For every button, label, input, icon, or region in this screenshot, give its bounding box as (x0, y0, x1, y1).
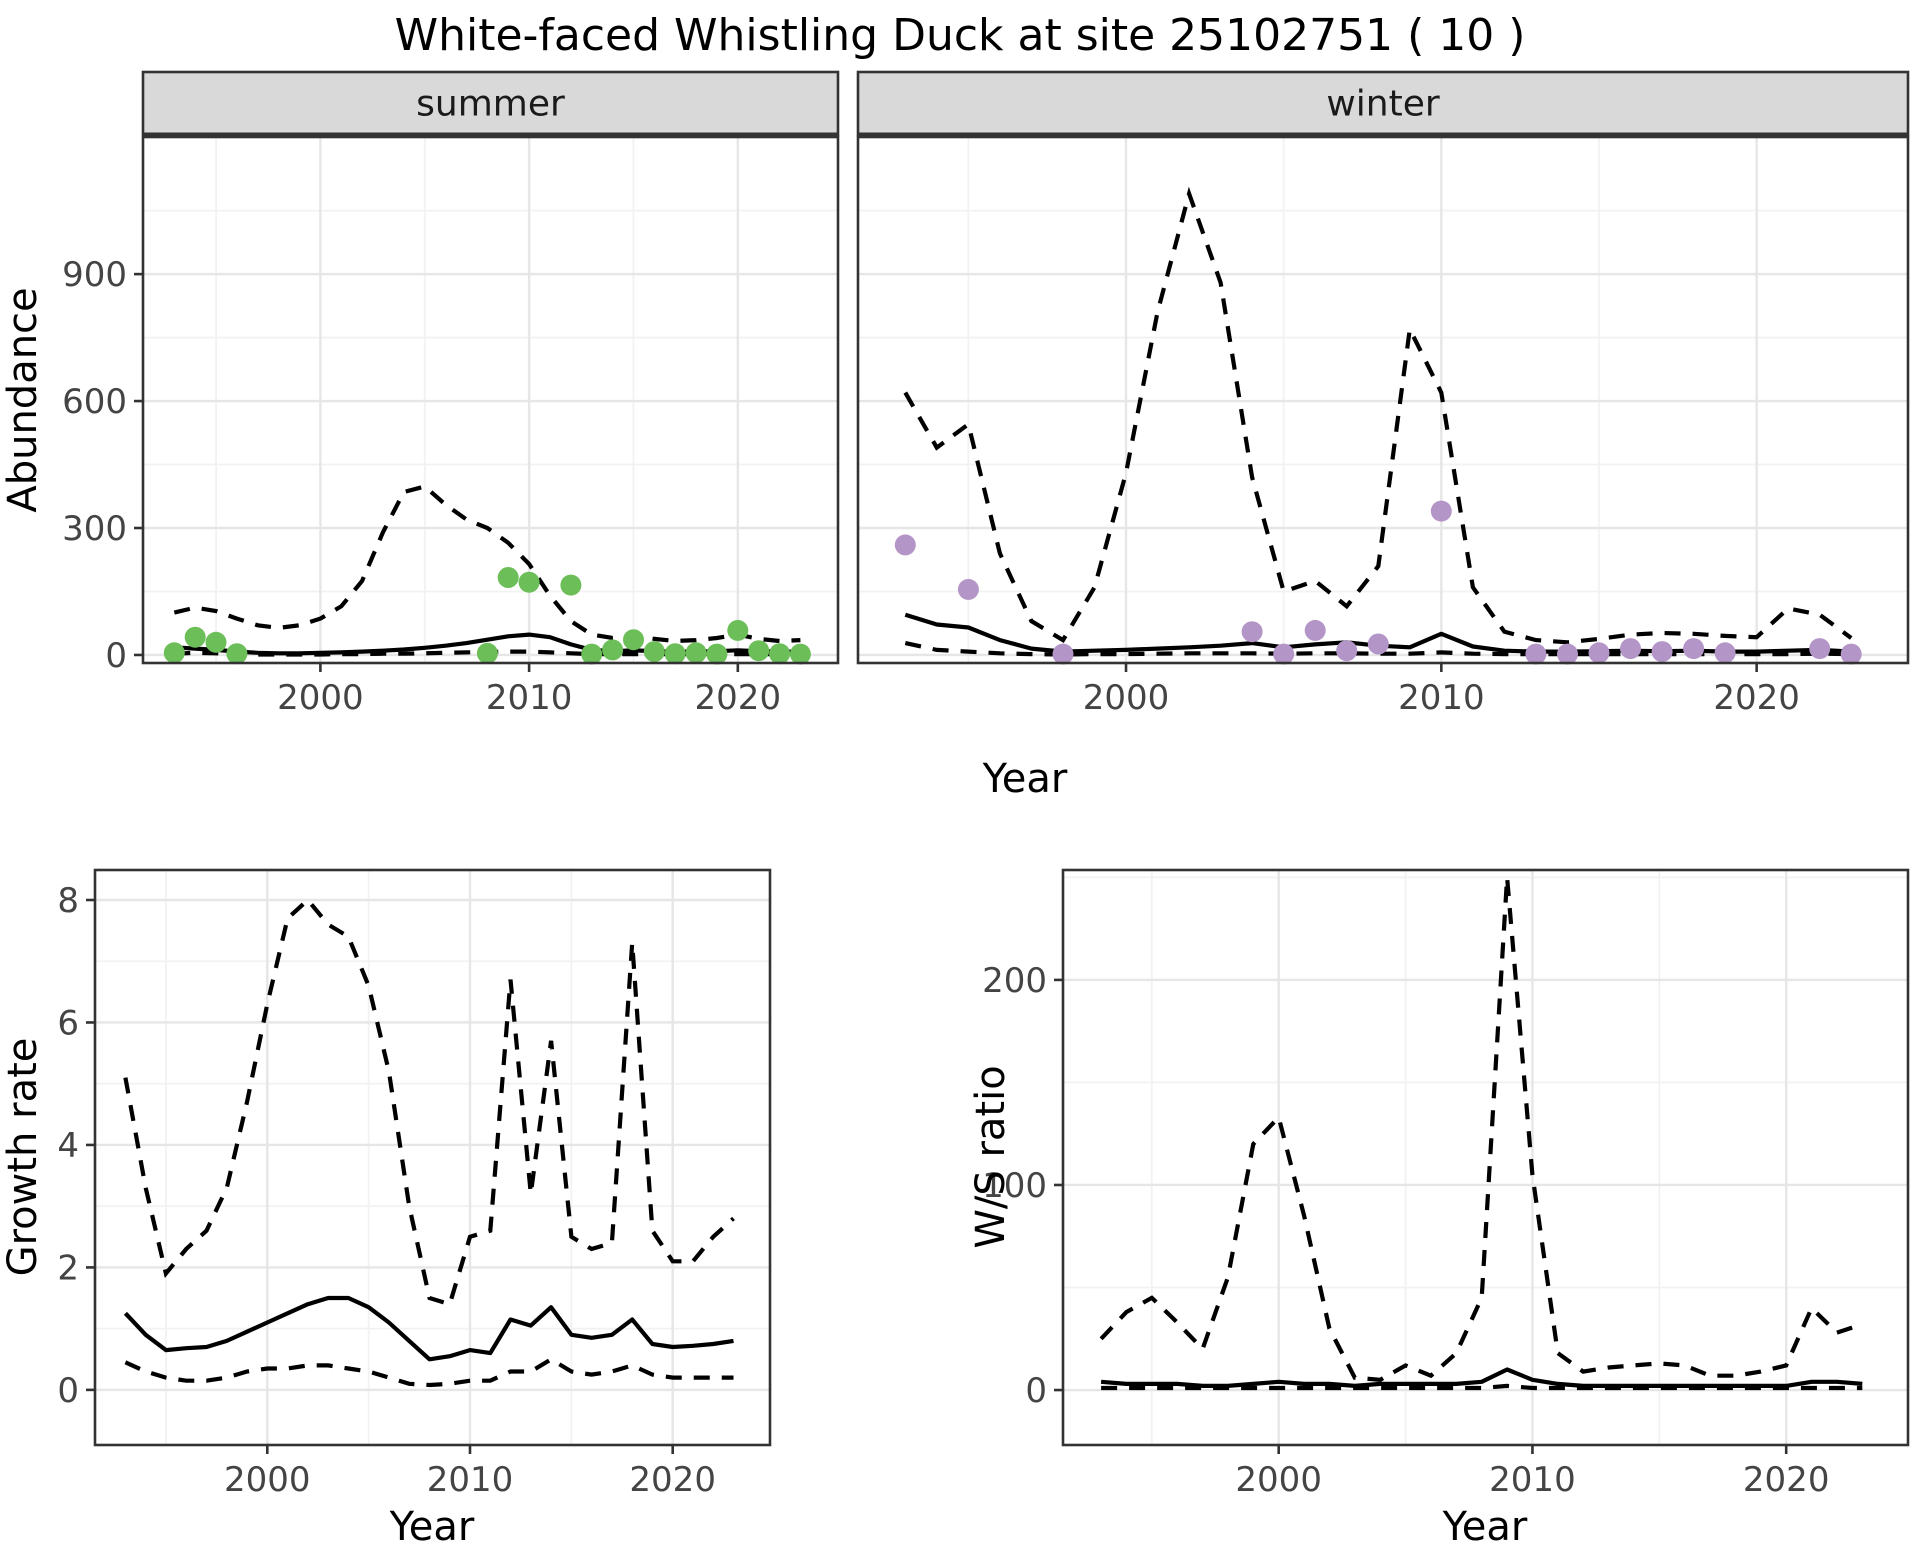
y-tick-label: 900 (62, 255, 127, 295)
data-point (1620, 638, 1641, 660)
data-point (205, 631, 227, 653)
x-tick-label: 2010 (427, 1460, 514, 1500)
x-tick-label: 2020 (695, 678, 782, 718)
data-point (623, 629, 644, 651)
y-axis-title-growth-rate: Growth rate (0, 1038, 46, 1277)
x-tick-label: 2000 (224, 1460, 311, 1500)
data-point (1588, 642, 1610, 664)
data-point (1336, 640, 1358, 662)
panel-abundance-winter: 2000 2010 2020 winter (856, 70, 1910, 718)
x-tick-label: 2000 (277, 678, 364, 718)
chart-title: White-faced Whistling Duck at site 25102… (395, 10, 1526, 61)
x-tick-label: 2000 (1235, 1460, 1322, 1500)
series-lower-ci (1101, 1383, 1863, 1391)
x-axis-title-year-top: Year (982, 756, 1068, 802)
facet-strip (856, 70, 1910, 137)
panel-growth-rate: 2000 2010 2020 0 2 4 6 8 (57, 868, 772, 1500)
data-point (1241, 621, 1263, 643)
data-point (560, 574, 582, 596)
series-upper-ci (123, 896, 735, 1307)
data-point (706, 643, 728, 665)
data-point (1525, 643, 1547, 665)
y-tick-label: 300 (62, 509, 127, 549)
facet-strip-label: summer (416, 84, 565, 125)
data-point (497, 567, 519, 588)
panel-border (93, 868, 772, 1447)
x-tick-label: 2010 (486, 678, 573, 718)
data-point (581, 643, 603, 665)
panel-border (1061, 868, 1910, 1447)
facet-strip (141, 70, 840, 137)
data-point (1304, 619, 1326, 641)
data-point (163, 642, 185, 664)
data-point (894, 534, 916, 556)
data-point (1052, 643, 1074, 665)
x-tick-label: 2000 (1083, 678, 1170, 718)
y-tick-label: 100 (982, 1166, 1047, 1206)
data-point (643, 641, 665, 663)
data-point (664, 643, 686, 665)
series-upper-ci (173, 484, 801, 644)
data-point (1714, 642, 1736, 664)
series-lower-ci (124, 1356, 734, 1388)
data-point (1273, 643, 1295, 665)
x-tick-label: 2010 (1398, 678, 1485, 718)
data-point (1367, 633, 1389, 655)
panel-background (95, 870, 770, 1445)
y-tick-label: 0 (57, 1371, 79, 1411)
y-tick-label: 6 (57, 1003, 79, 1043)
panel-background (1063, 870, 1908, 1445)
y-tick-label: 8 (57, 881, 79, 921)
data-point (1430, 500, 1452, 522)
x-axis-title-year-bottom-right: Year (1442, 1504, 1528, 1550)
data-point (602, 639, 624, 661)
data-point (184, 626, 206, 648)
panel-abundance-summer: 2000 2010 2020 0 300 600 900 summer (62, 70, 840, 718)
y-tick-label: 0 (105, 636, 127, 676)
y-axis-title-ws-ratio: W/S ratio (968, 1065, 1014, 1248)
x-tick-label: 2020 (1713, 678, 1800, 718)
x-axis-title-year-bottom-left: Year (389, 1504, 475, 1550)
data-point (789, 643, 811, 665)
x-tick-label: 2020 (1743, 1460, 1830, 1500)
data-point (1557, 643, 1578, 665)
data-point (685, 642, 707, 664)
data-point (476, 642, 498, 664)
x-tick-label: 2020 (629, 1460, 716, 1500)
data-point (748, 640, 770, 662)
y-tick-label: 600 (62, 382, 127, 422)
data-point (957, 578, 979, 600)
series-fitted-mean (123, 1295, 734, 1362)
y-axis-title-abundance: Abundance (0, 287, 46, 512)
data-point (518, 571, 540, 593)
x-tick-label: 2010 (1489, 1460, 1576, 1500)
data-point (1651, 641, 1673, 663)
data-point (1683, 638, 1705, 660)
data-point (1840, 643, 1862, 665)
y-tick-label: 2 (57, 1248, 79, 1288)
data-point (226, 643, 248, 665)
y-tick-label: 200 (982, 961, 1047, 1001)
series-upper-ci (903, 186, 1853, 645)
y-tick-label: 0 (1025, 1371, 1047, 1411)
panel-ws-ratio: 2000 2010 2020 0 100 200 (982, 868, 1910, 1500)
y-tick-label: 4 (57, 1126, 79, 1166)
data-point (1809, 638, 1831, 660)
data-point (727, 619, 749, 641)
data-point (769, 643, 791, 665)
facet-strip-label: winter (1326, 84, 1440, 125)
